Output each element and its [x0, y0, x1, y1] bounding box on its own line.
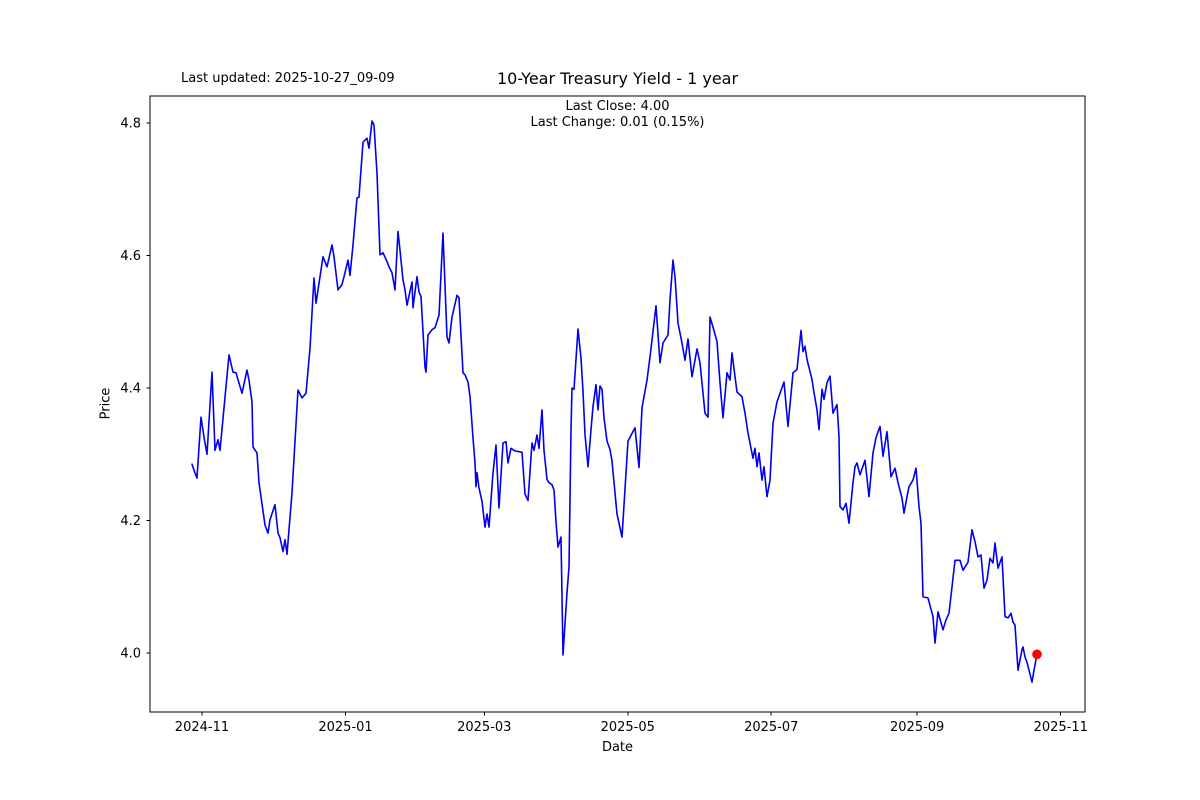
chart-subtitle-last-change: Last Change: 0.01 (0.15%): [530, 115, 705, 130]
x-tick-label: 2025-07: [744, 720, 798, 735]
y-tick-label: 4.2: [120, 514, 141, 529]
y-tick-label: 4.0: [120, 647, 141, 662]
x-tick-label: 2025-09: [890, 720, 944, 735]
x-tick-label: 2024-11: [175, 720, 229, 735]
chart-subtitle-last-close: Last Close: 4.00: [565, 99, 670, 114]
x-tick-label: 2025-11: [1034, 720, 1088, 735]
axes-box: [149, 95, 1086, 713]
price-line: [191, 120, 1038, 683]
last-point-marker: [1032, 649, 1042, 660]
x-tick-label: 2025-03: [457, 720, 511, 735]
x-tick-label: 2025-05: [601, 720, 655, 735]
y-tick-label: 4.8: [120, 117, 141, 132]
x-tick-label: 2025-01: [318, 720, 372, 735]
x-axis-label: Date: [601, 740, 634, 755]
y-tick-label: 4.4: [120, 382, 141, 397]
y-axis-label: Price: [98, 387, 114, 420]
chart-title: 10-Year Treasury Yield - 1 year: [496, 69, 739, 88]
y-tick-label: 4.6: [120, 249, 141, 264]
last-updated-text: Last updated: 2025-10-27_09-09: [181, 71, 395, 86]
